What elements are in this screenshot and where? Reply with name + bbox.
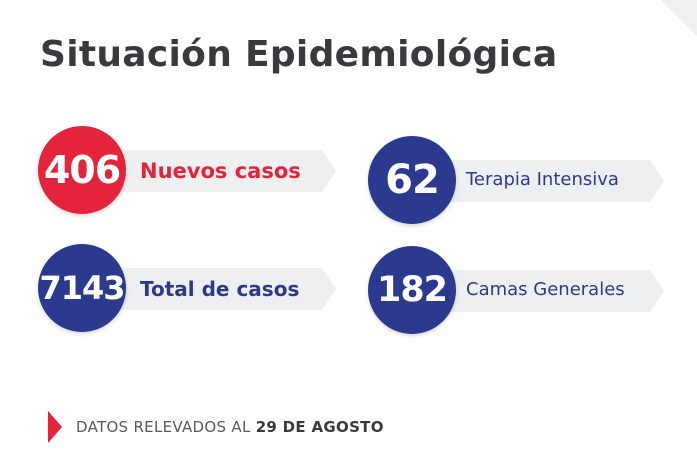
stat-value-circle: 62 [368,136,456,224]
stat-camas-generales: 182 Camas Generales [368,246,664,338]
stat-band [96,268,336,310]
stat-band [96,150,336,192]
stat-value-circle: 7143 [38,244,126,332]
footer-date: 29 DE AGOSTO [255,418,384,436]
page-title: Situación Epidemiológica [40,34,558,75]
stat-label: Total de casos [140,277,300,301]
footer-prefix: DATOS RELEVADOS AL [76,418,256,436]
stat-nuevos-casos: 406 Nuevos casos [38,126,336,218]
stat-total-casos: 7143 Total de casos [38,244,336,336]
stat-band [426,160,664,202]
footer-text: DATOS RELEVADOS AL 29 DE AGOSTO [76,418,384,436]
stat-value-circle: 182 [368,246,456,334]
stat-label: Terapia Intensiva [466,169,619,190]
corner-fold-decoration [661,0,697,36]
footer-note: DATOS RELEVADOS AL 29 DE AGOSTO [48,411,384,443]
stat-terapia-intensiva: 62 Terapia Intensiva [368,136,664,228]
stat-band [426,270,664,312]
red-arrow-icon [48,411,62,443]
stat-label: Camas Generales [466,279,625,300]
stat-value-circle: 406 [38,126,126,214]
stat-label: Nuevos casos [140,159,301,183]
